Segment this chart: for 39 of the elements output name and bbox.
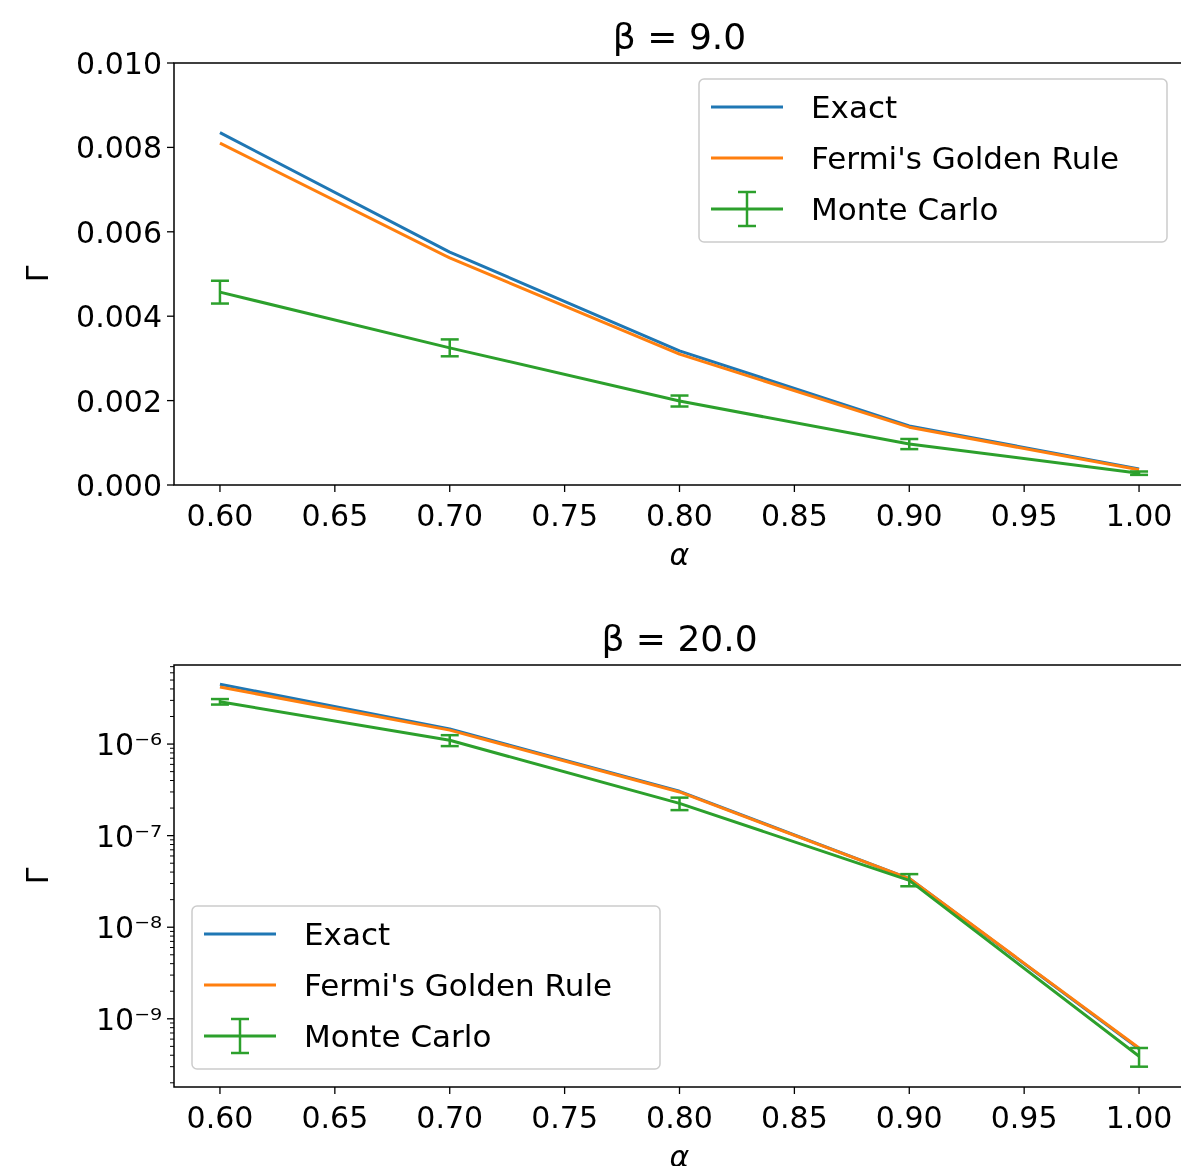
legend-label: Exact (811, 89, 898, 125)
x-tick-label: 0.85 (760, 498, 828, 533)
y-tick-label: 10⁻⁷ (95, 818, 162, 854)
x-tick-label: 0.95 (990, 498, 1058, 533)
x-tick-label: 1.00 (1105, 1100, 1173, 1135)
y-axis-title: Γ (20, 265, 55, 283)
y-tick-label: 0.002 (76, 383, 162, 419)
legend-label: Fermi's Golden Rule (811, 140, 1120, 176)
x-tick-label: 1.00 (1105, 498, 1173, 533)
x-tick-label: 0.65 (301, 1100, 369, 1135)
legend-label: Monte Carlo (304, 1018, 492, 1054)
y-tick-label: 10⁻⁹ (95, 1001, 162, 1037)
x-tick-label: 0.75 (531, 498, 599, 533)
x-tick-label: 0.90 (875, 1100, 943, 1135)
x-tick-label: 0.75 (531, 1100, 599, 1135)
y-tick-label: 0.010 (76, 46, 162, 81)
x-tick-label: 0.65 (301, 498, 369, 533)
y-tick-label: 0.004 (76, 299, 162, 335)
legend-label: Exact (304, 916, 391, 952)
y-tick-label: 0.000 (76, 468, 162, 503)
chart-title: β = 20.0 (601, 618, 758, 659)
y-tick-label: 0.006 (76, 214, 162, 250)
x-tick-label: 0.60 (186, 498, 254, 533)
x-tick-label: 0.95 (990, 1100, 1058, 1135)
x-axis-title: α (669, 537, 690, 572)
x-tick-label: 0.90 (875, 498, 943, 533)
y-tick-label: 10⁻⁶ (95, 727, 162, 763)
x-tick-label: 0.80 (646, 498, 713, 533)
x-tick-label: 0.70 (416, 1100, 484, 1135)
legend-label: Monte Carlo (811, 191, 999, 227)
x-tick-label: 0.60 (186, 1100, 254, 1135)
legend-label: Fermi's Golden Rule (304, 967, 613, 1003)
chart-title: β = 9.0 (612, 16, 747, 57)
y-axis-title: Γ (20, 867, 55, 885)
y-tick-label: 10⁻⁸ (95, 910, 162, 946)
x-tick-label: 0.85 (760, 1100, 828, 1135)
y-tick-label: 0.008 (76, 130, 162, 166)
x-tick-label: 0.80 (646, 1100, 713, 1135)
x-tick-label: 0.70 (416, 498, 484, 533)
